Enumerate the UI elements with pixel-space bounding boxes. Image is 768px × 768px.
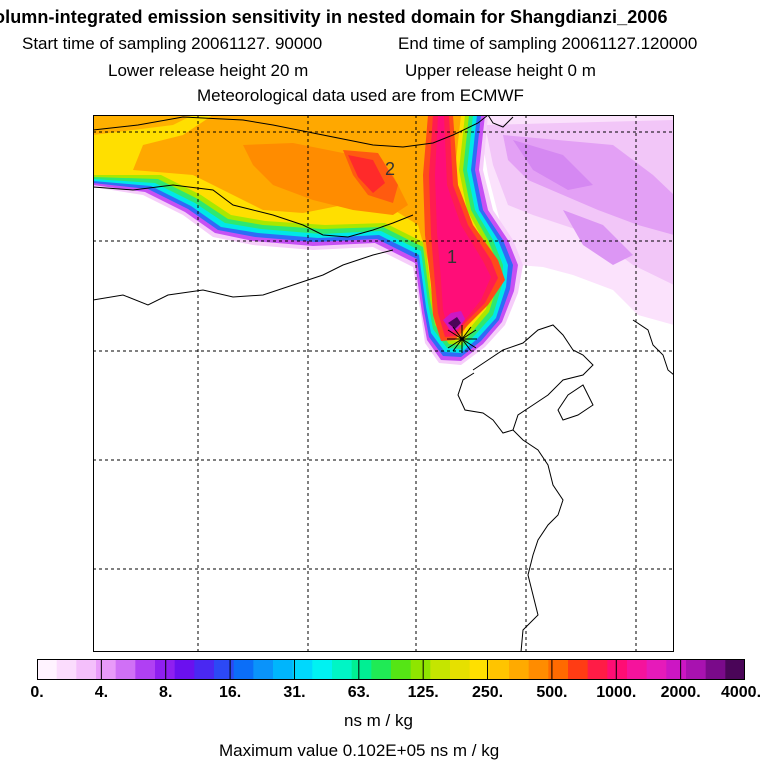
colorbar-segment [528, 659, 549, 680]
colorbar-segment [233, 659, 254, 680]
colorbar-segment [509, 659, 530, 680]
colorbar-segment [292, 659, 313, 680]
colorbar-tick-label: 31. [283, 684, 306, 701]
lat-lon-grid [93, 115, 674, 652]
colorbar-segment [37, 659, 58, 680]
colorbar-segment [686, 659, 707, 680]
colorbar-tick-label: 1000. [596, 684, 637, 701]
colorbar-segment [391, 659, 412, 680]
start-time-label: Start time of sampling 20061127. 90000 [22, 34, 323, 53]
colorbar-tick-label: 0. [30, 684, 44, 701]
map-frame [93, 115, 674, 652]
upper-release-height-label: Upper release height 0 m [405, 61, 596, 80]
colorbar-segment [725, 659, 745, 680]
colorbar-segment [410, 659, 431, 680]
colorbar-segment [548, 659, 569, 680]
colorbar-segment [568, 659, 589, 680]
colorbar-tick-label: 63. [347, 684, 370, 701]
coastline-borders [93, 115, 674, 652]
plume-label-1: 1 [447, 247, 457, 267]
colorbar-segment [312, 659, 333, 680]
colorbar-segment [174, 659, 195, 680]
eastern-low-sensitivity-field [478, 115, 674, 325]
colorbar-segment [115, 659, 136, 680]
colorbar-tick-label: 2000. [660, 684, 701, 701]
maximum-value-label: Maximum value 0.102E+05 ns m / kg [219, 741, 500, 760]
colorbar-segment [627, 659, 648, 680]
colorbar-tick-label: 4. [94, 684, 109, 701]
colorbar-segment [646, 659, 667, 680]
colorbar-segment [489, 659, 510, 680]
plume-core [423, 115, 505, 341]
colorbar-tick-label: 250. [471, 684, 504, 701]
colorbar-segment [155, 659, 176, 680]
colorbar-segment [666, 659, 687, 680]
colorbar-segment [371, 659, 392, 680]
colorbar-segment [76, 659, 97, 680]
colorbar-segment [351, 659, 372, 680]
colorbar-segment [194, 659, 215, 680]
colorbar-tick-label: 500. [536, 684, 568, 701]
end-time-label: End time of sampling 20061127.120000 [398, 34, 698, 53]
meteorological-data-label: Meteorological data used are from ECMWF [197, 86, 524, 105]
colorbar-segment [607, 659, 628, 680]
colorbar-tick-label: 125. [407, 684, 439, 701]
colorbar-segment [587, 659, 608, 680]
colorbar-segment [273, 659, 294, 680]
colorbar-segment [253, 659, 274, 680]
colorbar-units: ns m / kg [344, 711, 413, 730]
colorbar-segment [96, 659, 117, 680]
colorbar-segment [56, 659, 77, 680]
colorbar-segment [135, 659, 156, 680]
colorbar-segment [214, 659, 235, 680]
colorbar-segment [332, 659, 353, 680]
station-marker-icon [447, 325, 477, 353]
color-scale-bar [37, 659, 745, 680]
colorbar-segment [705, 659, 726, 680]
colorbar-segment [450, 659, 471, 680]
lower-release-height-label: Lower release height 20 m [108, 61, 309, 80]
colorbar-tick-label: 4000. [720, 684, 762, 701]
emission-sensitivity-map: 1 2 [93, 115, 674, 652]
colorbar-tick-label: 8. [159, 684, 173, 701]
plot-title: olumn-integrated emission sensitivity in… [0, 7, 668, 27]
colorbar-segment [469, 659, 490, 680]
colorbar-tick-label: 16. [218, 684, 242, 701]
colorbar-segment [430, 659, 451, 680]
plume-label-2: 2 [385, 159, 395, 179]
